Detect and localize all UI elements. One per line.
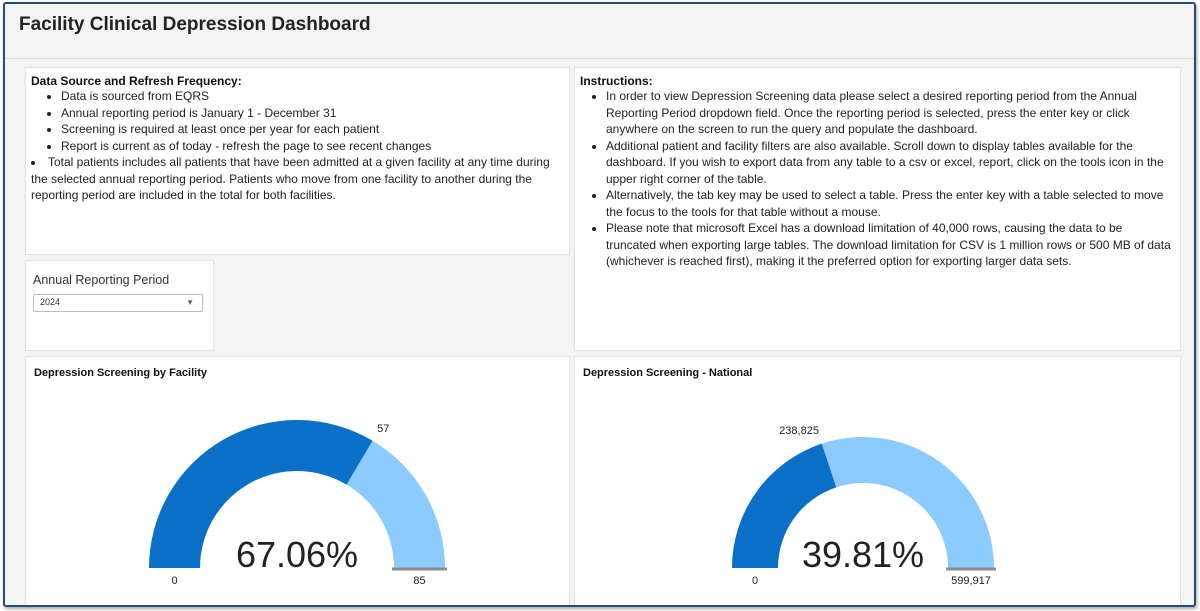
list-item: Please note that microsoft Excel has a d… [606, 220, 1174, 270]
list-item: Additional patient and facility filters … [606, 138, 1174, 188]
gauge-max-label: 599,917 [951, 575, 991, 587]
data-source-heading: Data Source and Refresh Frequency: [31, 74, 242, 88]
page-title: Facility Clinical Depression Dashboard [19, 14, 371, 35]
gauge-value-label: 57 [377, 423, 389, 435]
national-gauge-panel: Depression Screening - National 39.81% 0… [574, 356, 1181, 605]
gauge-percent-label: 67.06% [236, 534, 358, 575]
dashboard-frame: Facility Clinical Depression Dashboard D… [3, 2, 1196, 607]
gauge-min-label: 0 [752, 575, 758, 587]
data-source-list: Data is sourced from EQRS Annual reporti… [31, 88, 561, 204]
instructions-panel: Instructions: In order to view Depressio… [574, 67, 1181, 351]
gauge-value-label: 238,825 [779, 425, 819, 437]
list-item: Total patients includes all patients tha… [31, 154, 561, 204]
list-item: Report is current as of today - refresh … [61, 138, 561, 155]
gauge-filled-arc [732, 443, 837, 568]
reporting-period-select[interactable]: 2024 ▼ [33, 294, 203, 312]
list-item: Annual reporting period is January 1 - D… [61, 105, 561, 122]
gauge-title: Depression Screening - National [583, 367, 753, 379]
reporting-period-filter: Annual Reporting Period 2024 ▼ [25, 260, 214, 351]
national-gauge: 39.81% 0 599,917 238,825 [732, 425, 996, 587]
gauge-max-label: 85 [413, 575, 425, 587]
gauge-remaining-arc [346, 440, 445, 568]
filter-label: Annual Reporting Period [33, 273, 170, 287]
chevron-down-icon: ▼ [186, 298, 194, 307]
gauge-min-label: 0 [171, 575, 177, 587]
list-item: Data is sourced from EQRS [61, 88, 561, 105]
instructions-heading: Instructions: [580, 74, 653, 88]
list-item: Alternatively, the tab key may be used t… [606, 187, 1174, 220]
facility-gauge-panel: Depression Screening by Facility 67.06% … [25, 356, 570, 605]
list-item: In order to view Depression Screening da… [606, 88, 1174, 138]
facility-gauge: 67.06% 0 85 57 [149, 420, 447, 587]
data-source-panel: Data Source and Refresh Frequency: Data … [25, 67, 570, 255]
instructions-list: In order to view Depression Screening da… [580, 88, 1174, 270]
dashboard-header: Facility Clinical Depression Dashboard [5, 4, 1194, 59]
select-value: 2024 [40, 297, 61, 307]
gauge-title: Depression Screening by Facility [34, 367, 208, 379]
gauge-percent-label: 39.81% [802, 534, 924, 575]
gauge-remaining-arc [821, 437, 994, 568]
list-item: Screening is required at least once per … [61, 121, 561, 138]
gauge-filled-arc [149, 420, 373, 568]
